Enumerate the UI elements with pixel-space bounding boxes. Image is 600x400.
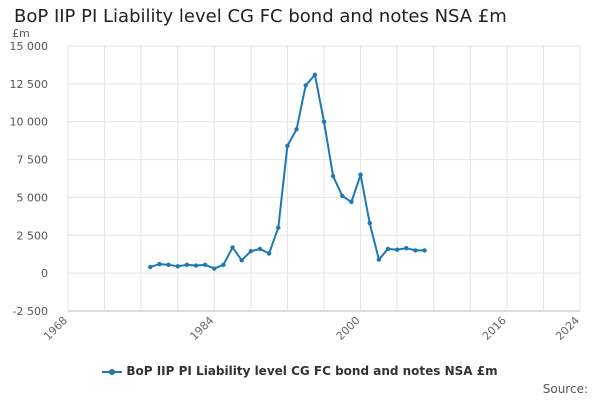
legend: BoP IIP PI Liability level CG FC bond an… [0, 364, 600, 378]
data-point [312, 72, 318, 77]
data-point [394, 247, 400, 252]
y-axis: -2 500 0 2 500 5 000 7 500 10 000 12 500 15 000 [10, 40, 49, 318]
data-point [303, 83, 308, 88]
data-point [230, 245, 235, 250]
data-point [157, 261, 162, 267]
legend-line-marker-icon [102, 366, 123, 378]
x-tick-label: 2016 [480, 314, 509, 343]
data-point [166, 262, 171, 268]
data-point [340, 193, 345, 199]
data-point [266, 251, 272, 256]
y-tick-label: 15 000 [10, 40, 49, 53]
data-point [239, 258, 244, 263]
y-tick-label: 2 500 [17, 229, 49, 242]
legend-series-label: BoP IIP PI Liability level CG FC bond an… [126, 364, 498, 378]
x-tick-label: 2024 [553, 314, 582, 343]
data-point [175, 264, 180, 269]
source-label: Source: [542, 382, 588, 396]
data-point [148, 264, 153, 270]
data-point [184, 262, 190, 268]
x-tick-label: 2000 [334, 314, 363, 343]
data-point [413, 248, 418, 253]
y-tick-label: 10 000 [10, 116, 49, 129]
y-tick-label: 0 [41, 267, 48, 280]
data-point [257, 246, 263, 252]
data-point [321, 119, 327, 124]
data-point [248, 248, 254, 254]
data-point [276, 225, 281, 230]
y-tick-label: 12 500 [10, 78, 49, 91]
y-tick-label: 5 000 [17, 191, 49, 204]
data-point [212, 266, 217, 271]
y-tick-label: 7 500 [17, 154, 49, 167]
y-tick-label: -2 500 [13, 305, 48, 318]
data-point [376, 257, 382, 262]
x-axis: 1968 1984 2000 2016 2024 [41, 310, 582, 343]
data-point [294, 127, 299, 132]
grid-lines [67, 45, 581, 312]
y-axis-unit-label: £m [12, 27, 30, 40]
data-point [358, 172, 363, 177]
x-tick-label: 1968 [41, 314, 70, 343]
chart-title: BoP IIP PI Liability level CG FC bond an… [14, 6, 507, 27]
x-tick-label: 1984 [187, 314, 216, 343]
data-point [221, 262, 226, 268]
data-point [385, 246, 391, 252]
data-point [193, 263, 199, 268]
data-point [202, 262, 208, 268]
data-point [422, 248, 427, 253]
data-point [404, 245, 409, 251]
data-point [330, 174, 336, 179]
data-point [285, 143, 290, 149]
series-group [148, 72, 427, 271]
data-point [349, 199, 354, 205]
data-point [367, 220, 372, 226]
